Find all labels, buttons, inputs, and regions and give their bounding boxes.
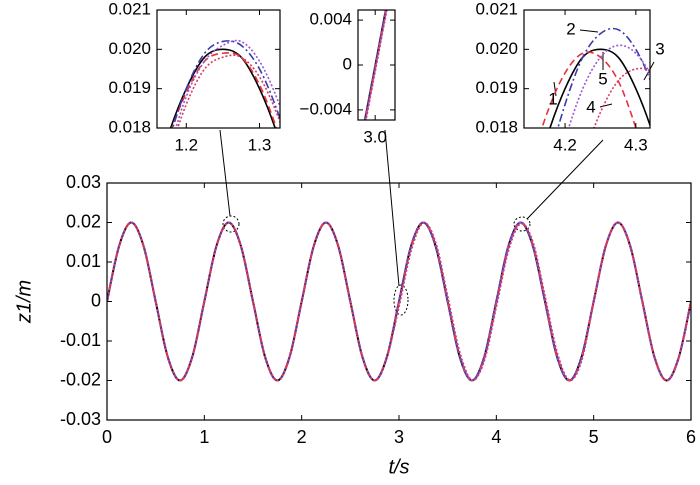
x-tick-label: 4.3 (624, 135, 648, 154)
series-line (107, 221, 691, 382)
series-line (107, 221, 691, 382)
zoom-marker (222, 215, 240, 233)
y-tick-label: −0.004 (300, 99, 352, 118)
plot-lines (107, 221, 691, 382)
x-tick-label: 3 (394, 427, 404, 447)
x-tick-label: 1.2 (174, 135, 198, 154)
plot-lines (363, 10, 388, 120)
connectors (219, 129, 604, 316)
y-tick-label: 0.020 (475, 39, 518, 58)
x-tick-label: 1.3 (248, 135, 272, 154)
zoom-marker (393, 284, 409, 316)
x-tick-label: 1 (199, 427, 209, 447)
y-tick-label: 0.019 (475, 78, 518, 97)
y-axis-label: z1/m (13, 280, 35, 324)
y-tick-label: 0 (91, 290, 101, 310)
y-tick-label: -0.02 (60, 369, 101, 389)
y-tick-label: 0.019 (108, 78, 151, 97)
connector (526, 139, 604, 220)
legend-label: 4 (586, 97, 595, 116)
legend-label: 1 (548, 89, 557, 108)
y-tick-label: -0.03 (60, 409, 101, 429)
series-line (364, 10, 388, 120)
y-tick-label: 0.021 (475, 0, 518, 18)
x-tick-label: 6 (686, 427, 696, 447)
x-tick-label: 0 (102, 427, 112, 447)
y-tick-label: 0.021 (108, 0, 151, 18)
series-line (593, 67, 650, 128)
y-tick-label: 0.02 (66, 211, 101, 231)
y-tick-label: 0.018 (108, 117, 151, 136)
legend-label: 5 (598, 69, 607, 88)
plot-frame (156, 9, 281, 129)
series-line (169, 48, 276, 128)
plot-frame (523, 9, 651, 129)
y-tick-label: 0.004 (309, 10, 352, 29)
x-tick-label: 5 (589, 427, 599, 447)
y-tick-label: 0.018 (475, 117, 518, 136)
x-tick-label: 3.0 (363, 127, 387, 146)
series-line (176, 54, 280, 128)
x-axis-label: t/s (388, 456, 409, 478)
connector (384, 129, 400, 287)
plot-lines (169, 39, 280, 128)
y-tick-label: 0.020 (108, 39, 151, 58)
series-line (567, 44, 650, 128)
y-tick-label: 0.03 (66, 172, 101, 192)
y-tick-label: 0.01 (66, 251, 101, 271)
series-line (557, 27, 650, 128)
series-line (171, 52, 278, 128)
legend-label: 2 (566, 19, 575, 38)
legend-label: 3 (655, 39, 664, 58)
leader (553, 81, 557, 97)
series-line (171, 40, 280, 128)
x-tick-label: 2 (297, 427, 307, 447)
leader (599, 103, 613, 108)
zoom-marker (513, 216, 531, 232)
x-tick-label: 4 (491, 427, 501, 447)
series-line (365, 10, 388, 120)
series-line (175, 39, 280, 128)
x-tick-label: 4.2 (553, 135, 577, 154)
leader (579, 29, 599, 33)
y-tick-label: 0 (343, 54, 352, 73)
connector (219, 129, 231, 217)
y-tick-label: -0.01 (60, 330, 101, 350)
